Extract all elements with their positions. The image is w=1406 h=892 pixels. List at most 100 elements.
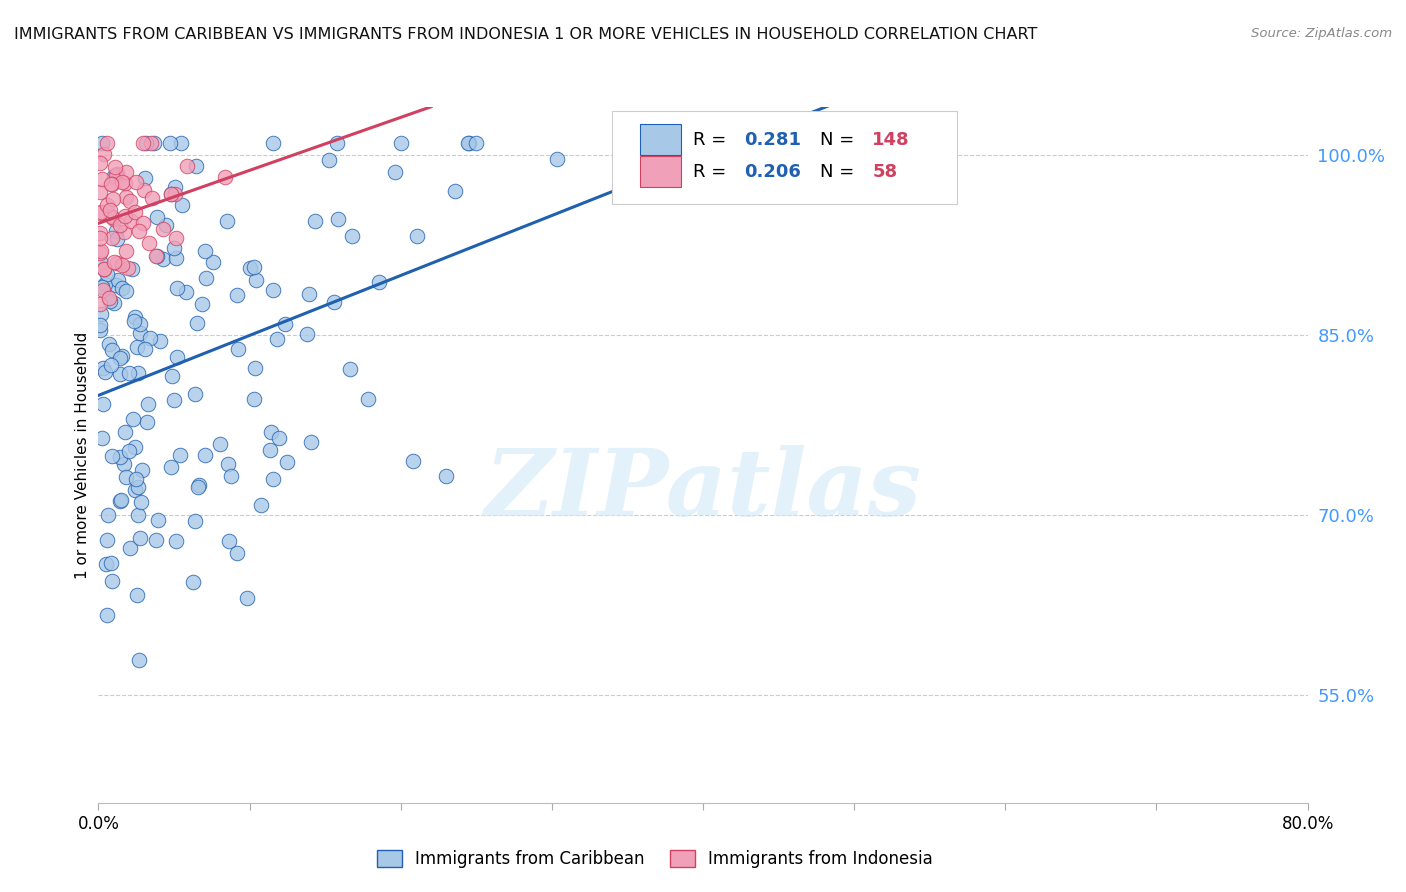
Point	[402, 454, 425, 468]
Point	[127, 480, 149, 494]
Point	[101, 192, 124, 206]
Point	[128, 224, 150, 238]
Point	[105, 278, 128, 293]
Point	[125, 175, 148, 189]
Point	[125, 472, 148, 486]
Point	[101, 343, 124, 357]
Point	[274, 318, 297, 332]
Point	[125, 340, 148, 354]
Point	[111, 349, 134, 363]
Point	[98, 336, 121, 351]
Point	[357, 392, 380, 407]
Point	[165, 533, 187, 548]
Text: R =: R =	[693, 162, 733, 181]
Point	[108, 450, 131, 464]
Point	[89, 323, 111, 337]
Text: 148: 148	[872, 131, 910, 149]
Point	[225, 546, 247, 560]
Point	[250, 498, 273, 512]
Point	[98, 202, 121, 217]
FancyBboxPatch shape	[640, 124, 682, 155]
Point	[194, 271, 217, 285]
Point	[103, 254, 125, 268]
Point	[115, 284, 138, 298]
Point	[89, 318, 111, 333]
Point	[121, 262, 143, 277]
Point	[384, 165, 406, 179]
Point	[93, 261, 115, 276]
Point	[107, 273, 129, 287]
Point	[105, 224, 128, 238]
Point	[90, 431, 112, 445]
Point	[209, 437, 232, 451]
Point	[149, 334, 172, 348]
Point	[115, 165, 138, 179]
Point	[118, 366, 141, 380]
Point	[184, 386, 207, 401]
Point	[458, 136, 481, 150]
Point	[325, 136, 347, 150]
Point	[145, 249, 167, 263]
Point	[138, 236, 160, 251]
Point	[103, 169, 125, 183]
Point	[131, 216, 153, 230]
Point	[184, 514, 207, 528]
Point	[100, 209, 122, 223]
Point	[215, 214, 238, 228]
Point	[97, 291, 120, 305]
Point	[105, 167, 128, 181]
Point	[120, 214, 142, 228]
Point	[91, 136, 114, 150]
Point	[226, 342, 249, 356]
Point	[176, 159, 198, 173]
Point	[194, 244, 217, 259]
Point	[457, 136, 479, 150]
Text: N =: N =	[820, 131, 860, 149]
Text: 58: 58	[872, 162, 897, 181]
Point	[122, 314, 145, 328]
Point	[326, 212, 349, 227]
Point	[162, 393, 184, 408]
Point	[125, 588, 148, 602]
Point	[243, 392, 266, 407]
Point	[163, 241, 186, 255]
Point	[101, 210, 124, 224]
Point	[111, 258, 134, 272]
Point	[117, 261, 139, 276]
Point	[96, 607, 118, 622]
Point	[434, 469, 457, 483]
Text: 0.206: 0.206	[744, 162, 801, 181]
Point	[114, 425, 136, 439]
Point	[91, 283, 114, 297]
Point	[90, 307, 112, 321]
Point	[389, 136, 412, 150]
Point	[100, 294, 122, 309]
Point	[245, 273, 267, 287]
Point	[94, 277, 117, 292]
Point	[112, 458, 135, 472]
Point	[108, 219, 131, 233]
Point	[134, 183, 156, 197]
Point	[267, 431, 290, 445]
Point	[124, 205, 146, 219]
Point	[96, 533, 118, 548]
Point	[132, 136, 155, 150]
Point	[128, 653, 150, 667]
Point	[214, 170, 236, 185]
Point	[146, 210, 169, 224]
Point	[93, 361, 115, 376]
Point	[262, 283, 284, 297]
Point	[91, 397, 114, 411]
Point	[145, 533, 167, 547]
Point	[100, 177, 122, 191]
Point	[295, 326, 318, 341]
Point	[124, 483, 146, 497]
Point	[89, 226, 111, 240]
Text: 0.281: 0.281	[744, 131, 801, 149]
Point	[129, 531, 152, 545]
Point	[96, 136, 118, 150]
Point	[217, 457, 239, 471]
Point	[101, 574, 124, 588]
Point	[115, 190, 138, 204]
Point	[219, 469, 242, 483]
